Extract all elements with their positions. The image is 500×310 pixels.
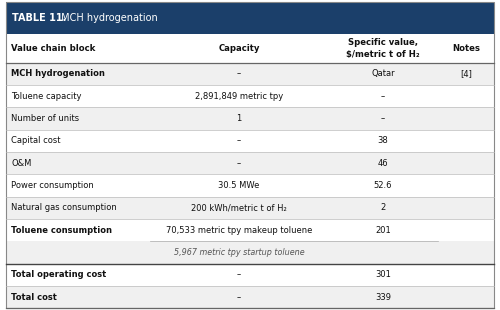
Text: –: –	[237, 293, 241, 302]
Text: 1: 1	[236, 114, 242, 123]
Text: O&M: O&M	[11, 159, 32, 168]
Text: –: –	[237, 69, 241, 78]
Text: Natural gas consumption: Natural gas consumption	[11, 203, 117, 212]
Text: [4]: [4]	[460, 69, 472, 78]
Text: 200 kWh/metric t of H₂: 200 kWh/metric t of H₂	[191, 203, 287, 212]
Bar	[6, 63, 494, 85]
Bar	[6, 85, 494, 107]
Text: Capital cost: Capital cost	[11, 136, 60, 145]
Text: Number of units: Number of units	[11, 114, 79, 123]
Text: 301: 301	[375, 270, 391, 279]
Bar	[6, 174, 494, 197]
Bar	[6, 2, 494, 34]
Text: TABLE 11.: TABLE 11.	[12, 13, 67, 23]
Text: Total cost: Total cost	[11, 293, 57, 302]
Text: Toluene consumption: Toluene consumption	[11, 226, 112, 235]
Text: Capacity: Capacity	[218, 44, 260, 53]
Text: 5,967 metric tpy startup toluene: 5,967 metric tpy startup toluene	[174, 248, 304, 257]
Text: –: –	[381, 92, 385, 101]
Text: 339: 339	[375, 293, 391, 302]
Text: 38: 38	[378, 136, 388, 145]
Text: Notes: Notes	[452, 44, 480, 53]
Text: MCH hydrogenation: MCH hydrogenation	[58, 13, 158, 23]
Bar	[6, 152, 494, 174]
Text: –: –	[237, 159, 241, 168]
Bar	[6, 130, 494, 152]
Text: 30.5 MWe: 30.5 MWe	[218, 181, 260, 190]
Bar	[6, 241, 494, 264]
Bar	[6, 219, 494, 241]
Bar	[6, 264, 494, 286]
Text: MCH hydrogenation: MCH hydrogenation	[11, 69, 105, 78]
Text: 2: 2	[380, 203, 386, 212]
Text: Specific value,
$/metric t of H₂: Specific value, $/metric t of H₂	[346, 38, 420, 59]
Bar	[6, 286, 494, 308]
Text: 46: 46	[378, 159, 388, 168]
Text: Power consumption: Power consumption	[11, 181, 94, 190]
Text: 2,891,849 metric tpy: 2,891,849 metric tpy	[195, 92, 283, 101]
Text: –: –	[381, 114, 385, 123]
Text: 201: 201	[375, 226, 391, 235]
Text: Qatar: Qatar	[371, 69, 395, 78]
Text: Total operating cost: Total operating cost	[11, 270, 106, 279]
Bar	[6, 107, 494, 130]
Text: Value chain block: Value chain block	[11, 44, 96, 53]
Text: 70,533 metric tpy makeup toluene: 70,533 metric tpy makeup toluene	[166, 226, 312, 235]
Text: –: –	[237, 136, 241, 145]
Text: Toluene capacity: Toluene capacity	[11, 92, 82, 101]
Bar	[6, 34, 494, 63]
Bar	[6, 197, 494, 219]
Text: –: –	[237, 270, 241, 279]
Text: 52.6: 52.6	[374, 181, 392, 190]
